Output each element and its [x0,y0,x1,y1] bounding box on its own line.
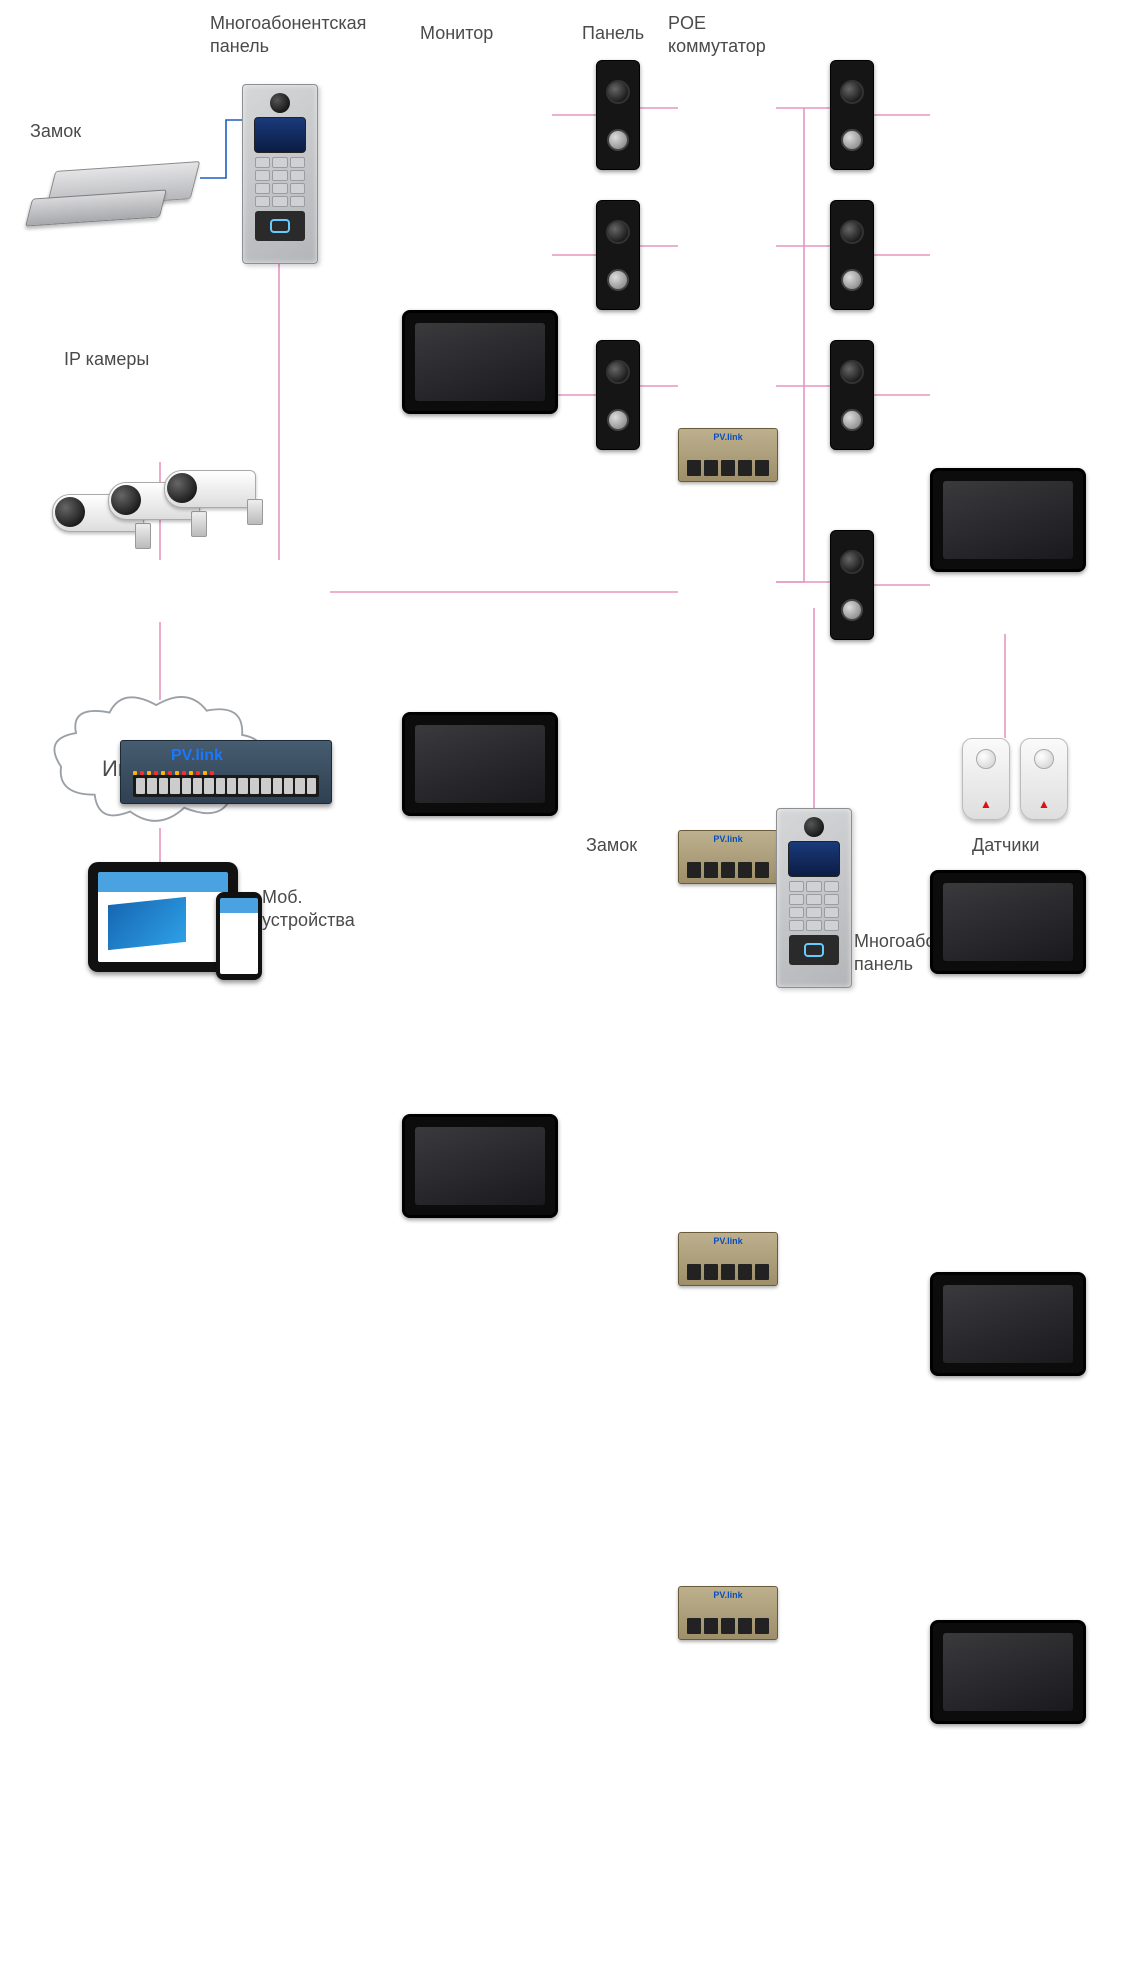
label-door-panel: Панель [582,22,644,45]
door-call-panel-icon [830,530,874,640]
video-monitor-icon [402,712,558,816]
poe-switch-icon [678,1586,778,1640]
label-mobile: Моб. устройства [262,886,355,931]
video-monitor-icon [402,310,558,414]
main-poe-switch-icon [120,740,332,804]
label-sensors: Датчики [972,834,1039,857]
video-monitor-icon [930,1272,1086,1376]
poe-switch-icon [678,428,778,482]
door-call-panel-icon [596,340,640,450]
door-call-panel-icon [830,60,874,170]
motion-sensor-icon [962,738,1010,820]
label-monitor: Монитор [420,22,493,45]
video-monitor-icon [930,1620,1086,1724]
smartphone-icon [216,892,262,980]
multi-subscriber-panel-icon [242,84,318,264]
label-multi-panel: Многоабонентская панель [210,12,366,57]
video-monitor-icon [930,468,1086,572]
magnetic-lock-icon [30,160,210,250]
poe-switch-icon [678,1232,778,1286]
door-call-panel-icon [596,200,640,310]
video-monitor-icon [930,870,1086,974]
door-call-panel-icon [830,340,874,450]
ip-cameras-icon [52,468,272,558]
door-call-panel-icon [596,60,640,170]
poe-switch-icon [678,830,778,884]
video-monitor-icon [402,1114,558,1218]
label-ip-cameras: IP камеры [64,348,149,371]
wire [776,556,804,582]
door-call-panel-icon [830,200,874,310]
multi-subscriber-panel-icon [776,808,852,988]
label-poe-switch: POE коммутатор [668,12,766,57]
motion-sensor-icon [1020,738,1068,820]
label-lock: Замок [30,120,81,143]
label-lock2: Замок [586,834,637,857]
